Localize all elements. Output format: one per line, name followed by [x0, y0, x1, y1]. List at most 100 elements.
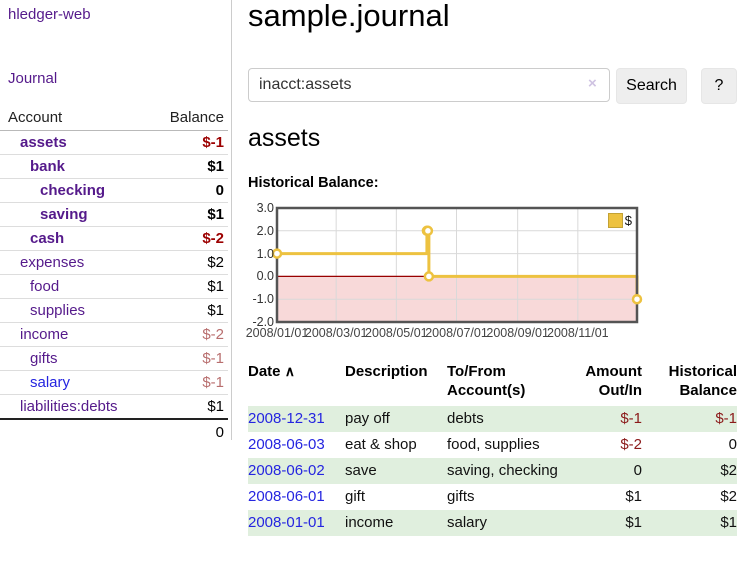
description-column-header: Description — [345, 363, 428, 380]
transaction-accounts: debts — [447, 410, 484, 427]
transaction-amount: $1 — [625, 488, 642, 505]
account-link[interactable]: cash — [30, 230, 65, 247]
transaction-description: eat & shop — [345, 436, 417, 453]
account-balance: $-1 — [202, 134, 224, 151]
account-link[interactable]: salary — [30, 374, 71, 391]
transaction-accounts: salary — [447, 514, 488, 531]
account-link[interactable]: liabilities:debts — [20, 398, 118, 415]
transaction-balance: 0 — [728, 436, 737, 453]
transaction-balance: $1 — [720, 514, 737, 531]
date-column-header[interactable]: Date ∧ — [248, 363, 295, 380]
transaction-row: 2008-06-02 save saving, checking 0 $2 — [248, 458, 737, 484]
y-tick-label: 1.0 — [256, 246, 274, 261]
transaction-amount: 0 — [633, 462, 642, 479]
balance-column-header: Historical Balance — [668, 363, 737, 399]
x-tick-label: 2008/09/01 — [486, 326, 549, 340]
account-link[interactable]: supplies — [30, 302, 86, 319]
transaction-amount: $-1 — [620, 410, 642, 427]
accounts-total-balance: 0 — [215, 424, 224, 441]
account-balance: 0 — [215, 182, 224, 199]
account-balance: $1 — [207, 398, 224, 415]
transaction-description: pay off — [345, 410, 390, 427]
transaction-row: 2008-06-01 gift gifts $1 $2 — [248, 484, 737, 510]
transaction-accounts: saving, checking — [447, 462, 558, 479]
chart-legend: $ — [605, 212, 634, 229]
accounts-total-row: 0 — [0, 418, 228, 444]
account-balance: $1 — [207, 278, 224, 295]
account-link[interactable]: income — [20, 326, 69, 343]
y-tick-label: 0.0 — [256, 269, 274, 284]
clear-search-icon[interactable]: × — [588, 75, 597, 92]
transaction-date-link[interactable]: 2008-06-03 — [248, 436, 325, 453]
account-balance: $-1 — [202, 374, 224, 391]
register-header-row: Date ∧ Description To/From Account(s) Am… — [248, 360, 737, 406]
transaction-date-link[interactable]: 2008-12-31 — [248, 410, 325, 427]
transaction-accounts: food, supplies — [447, 436, 540, 453]
x-tick-label: 2008/07/01 — [425, 326, 488, 340]
chart-plot-area: $ — [271, 206, 643, 324]
transaction-row: 2008-06-03 eat & shop food, supplies $-2 0 — [248, 432, 737, 458]
account-row: food $1 — [0, 275, 228, 299]
account-row: cash $-2 — [0, 227, 228, 251]
account-row: assets $-1 — [0, 131, 228, 155]
accounts-column-header: To/From Account(s) — [447, 363, 526, 399]
accounts-rows: assets $-1 bank $1 checking 0 saving $1 cash $-2 e… — [0, 131, 228, 418]
x-tick-label: 2008/05/01 — [365, 326, 428, 340]
app-title-link[interactable]: hledger-web — [8, 6, 91, 23]
transaction-balance: $2 — [720, 488, 737, 505]
legend-swatch-icon — [607, 213, 623, 228]
transaction-date-link[interactable]: 2008-01-01 — [248, 514, 325, 531]
account-link[interactable]: saving — [40, 206, 88, 223]
account-balance: $2 — [207, 254, 224, 271]
register-table: Date ∧ Description To/From Account(s) Am… — [248, 360, 737, 536]
account-row: gifts $-1 — [0, 347, 228, 371]
y-tick-label: -1.0 — [252, 292, 274, 307]
transaction-balance: $-1 — [715, 410, 737, 427]
x-tick-label: 2008/03/01 — [304, 326, 368, 340]
sidebar-item-journal[interactable]: Journal — [8, 70, 58, 87]
transaction-date-link[interactable]: 2008-06-01 — [248, 488, 325, 505]
account-balance: $1 — [207, 158, 224, 175]
sidebar: hledger-web Journal Account Balance asse… — [0, 0, 232, 441]
y-tick-label: 3.0 — [256, 201, 274, 215]
account-column-header: Account — [8, 109, 63, 126]
transaction-description: gift — [345, 488, 366, 505]
accounts-table: Account Balance assets $-1 bank $1 checking 0… — [0, 106, 228, 444]
account-heading: assets — [248, 124, 321, 152]
account-row: checking 0 — [0, 179, 228, 203]
transaction-amount: $1 — [625, 514, 642, 531]
account-link[interactable]: gifts — [30, 350, 58, 367]
transaction-row: 2008-12-31 pay off debts $-1 $-1 — [248, 406, 737, 432]
transaction-amount: $-2 — [620, 436, 642, 453]
transaction-description: income — [345, 514, 394, 531]
search-button[interactable]: Search — [616, 68, 687, 104]
page-title: sample.journal — [248, 0, 450, 33]
amount-column-header: Amount Out/In — [585, 363, 642, 399]
search-form: × Search ? — [248, 68, 737, 106]
help-button[interactable]: ? — [701, 68, 737, 104]
account-row: salary $-1 — [0, 371, 228, 395]
transaction-description: save — [345, 462, 377, 479]
account-link[interactable]: expenses — [20, 254, 85, 271]
account-row: bank $1 — [0, 155, 228, 179]
search-input[interactable] — [248, 68, 610, 102]
transaction-balance: $2 — [720, 462, 737, 479]
transaction-date-link[interactable]: 2008-06-02 — [248, 462, 325, 479]
account-link[interactable]: bank — [30, 158, 66, 175]
account-link[interactable]: assets — [20, 134, 67, 151]
account-row: income $-2 — [0, 323, 228, 347]
account-balance: $1 — [207, 302, 224, 319]
transaction-accounts: gifts — [447, 488, 475, 505]
account-row: supplies $1 — [0, 299, 228, 323]
y-tick-label: 2.0 — [256, 223, 274, 238]
y-tick-label: -2.0 — [252, 315, 274, 329]
sort-ascending-icon: ∧ — [284, 363, 295, 379]
balance-column-header: Balance — [169, 109, 224, 126]
historical-balance-chart: $ 3.0 2.0 1.0 0.0 -1.0 -2.0 2008/01/01 2008/03/… — [246, 201, 668, 342]
account-row: expenses $2 — [0, 251, 228, 275]
account-link[interactable]: checking — [40, 182, 106, 199]
transaction-row: 2008-01-01 income salary $1 $1 — [248, 510, 737, 536]
account-link[interactable]: food — [30, 278, 60, 295]
account-balance: $-2 — [202, 326, 224, 343]
